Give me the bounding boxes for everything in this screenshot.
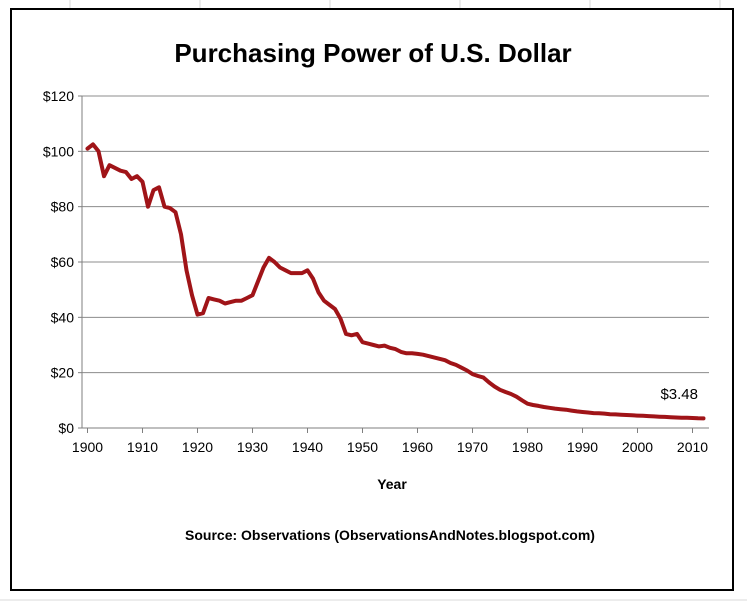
x-tick-label: 1930 xyxy=(237,439,268,455)
x-tick-label: 1970 xyxy=(457,439,488,455)
chart-svg: Purchasing Power of U.S. Dollar $0 $20 $40… xyxy=(43,38,709,543)
y-tick-label: $120 xyxy=(43,88,74,104)
gridlines xyxy=(78,95,709,433)
chart-area[interactable]: Purchasing Power of U.S. Dollar $0 $20 $40… xyxy=(10,8,734,591)
y-tick-label: $80 xyxy=(51,199,75,215)
y-tick-label: $100 xyxy=(43,143,74,159)
y-tick-label: $20 xyxy=(51,365,75,381)
series-line xyxy=(85,142,706,421)
y-tick-label: $60 xyxy=(51,254,75,270)
chart-title: Purchasing Power of U.S. Dollar xyxy=(174,38,571,68)
x-tick-label: 1910 xyxy=(127,439,158,455)
plot-area xyxy=(85,142,706,421)
y-tick-label: $0 xyxy=(58,420,74,436)
x-tick-label: 2010 xyxy=(677,439,708,455)
x-tick-label: 2000 xyxy=(622,439,653,455)
x-tick-label: 1980 xyxy=(512,439,543,455)
end-value-label: $3.48 xyxy=(660,386,698,403)
x-tick-labels: 1900 1910 1920 1930 1940 1950 1960 1970 1980 1990… xyxy=(72,439,708,455)
x-axis-title: Year xyxy=(377,476,407,492)
x-tick-label: 1950 xyxy=(347,439,378,455)
y-tick-labels: $0 $20 $40 $60 $80 $100 $120 xyxy=(43,88,74,436)
y-tick-label: $40 xyxy=(51,309,75,325)
x-tick-label: 1920 xyxy=(182,439,213,455)
x-tick-label: 1990 xyxy=(567,439,598,455)
x-tick-label: 1960 xyxy=(402,439,433,455)
source-note: Source: Observations (ObservationsAndNot… xyxy=(185,527,595,543)
x-tick-label: 1940 xyxy=(292,439,323,455)
x-tick-label: 1900 xyxy=(72,439,103,455)
